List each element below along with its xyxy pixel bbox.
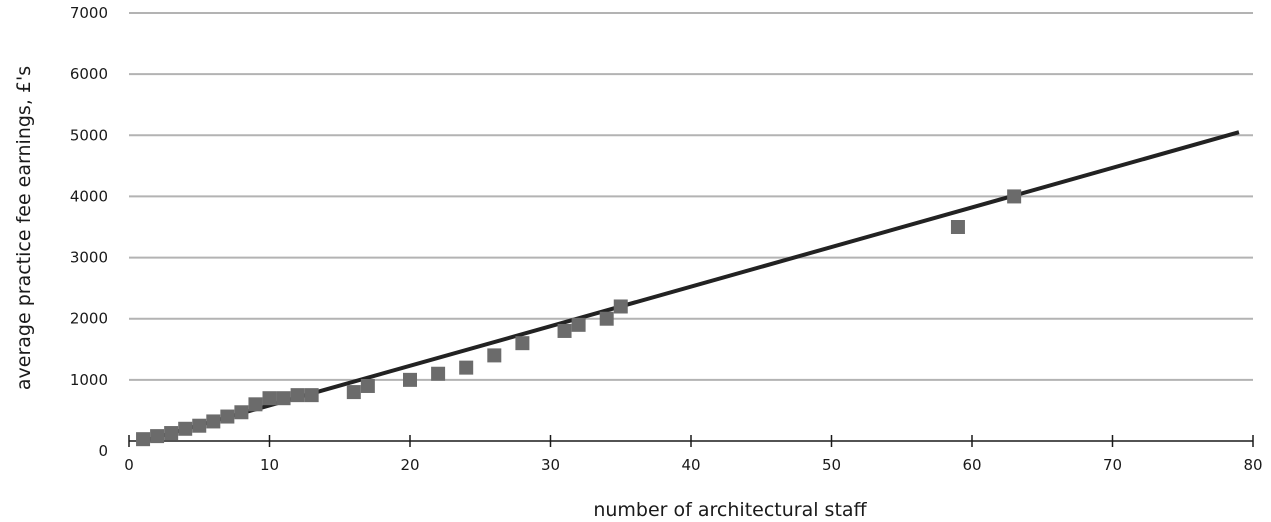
x-tick-label: 20	[400, 456, 419, 474]
data-point	[248, 397, 263, 412]
x-tick-label: 40	[681, 456, 700, 474]
y-tick-label: 3000	[70, 249, 108, 267]
y-tick-label: 2000	[70, 310, 108, 328]
data-point	[346, 385, 361, 400]
gridlines	[129, 12, 1253, 381]
y-tick-label: 0	[98, 442, 108, 460]
data-point	[206, 414, 221, 429]
trendline	[142, 130, 1240, 443]
data-point	[262, 391, 277, 406]
x-tick-label: 0	[124, 456, 134, 474]
data-point	[150, 429, 165, 444]
data-point	[487, 348, 502, 363]
data-point	[571, 317, 586, 332]
data-point	[613, 299, 628, 314]
tick-labels: 0 1000 2000 3000 4000 5000 6000 7000 0 10 20 30 40 50…	[70, 4, 1263, 474]
y-tick-label: 4000	[70, 187, 108, 205]
y-tick-label: 5000	[70, 126, 108, 144]
data-point	[234, 405, 249, 420]
data-point	[178, 421, 193, 436]
data-point	[515, 336, 530, 351]
data-point	[431, 366, 446, 381]
data-point	[290, 388, 305, 403]
data-point	[403, 372, 417, 387]
x-tick-label: 10	[260, 456, 279, 474]
data-point	[136, 432, 151, 447]
y-tick-label: 7000	[70, 4, 108, 22]
y-tick-label: 6000	[70, 65, 108, 83]
data-point	[192, 418, 207, 433]
data-point	[950, 220, 965, 234]
x-tick-label: 60	[962, 456, 981, 474]
axes	[128, 435, 1254, 447]
x-axis-label: number of architectural staff	[593, 499, 867, 521]
x-tick-label: 80	[1243, 456, 1262, 474]
x-tick-label: 50	[822, 456, 841, 474]
y-axis-label: average practice fee earnings, £'s	[13, 66, 35, 390]
data-points	[136, 189, 1022, 447]
data-point	[304, 388, 319, 403]
trendline-layer	[142, 130, 1240, 443]
x-tick-label: 70	[1103, 456, 1122, 474]
data-point	[459, 360, 474, 375]
data-point	[557, 323, 572, 338]
x-tick-label: 30	[541, 456, 560, 474]
data-point	[276, 391, 291, 406]
y-tick-label: 1000	[70, 371, 108, 389]
data-point	[220, 409, 235, 424]
data-point	[599, 311, 614, 326]
data-point	[360, 378, 375, 393]
data-point	[164, 426, 179, 441]
data-point	[1007, 189, 1022, 204]
